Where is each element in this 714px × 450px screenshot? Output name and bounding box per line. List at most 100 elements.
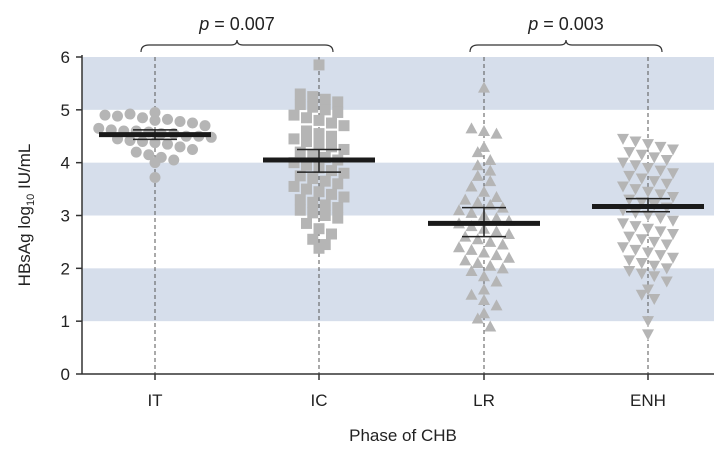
data-point [471,233,484,245]
data-point [453,204,465,216]
data-point [307,101,319,113]
y-tick-label: 4 [61,154,70,173]
data-point [617,218,629,230]
data-point [465,206,478,218]
data-point [654,226,667,238]
y-tick-label: 2 [61,259,70,278]
data-point [313,223,325,235]
data-point [629,244,642,256]
data-point [124,108,136,120]
p-value-symbol: p [198,14,209,34]
data-point [326,228,337,240]
data-point [667,228,679,240]
data-point [471,159,484,171]
data-point [307,91,319,103]
y-axis-title-unit: IU/mL [15,144,34,194]
data-point [174,115,186,127]
data-point [478,283,490,295]
data-point [654,250,667,262]
data-point [667,252,679,264]
data-point [490,275,503,287]
data-point [149,106,161,118]
data-point [332,212,344,224]
data-point [648,293,661,305]
data-point [623,255,636,267]
grid-band [82,268,714,322]
data-point [642,223,654,235]
data-point [149,171,161,183]
data-point [294,146,306,158]
axes [76,55,714,380]
data-point [294,99,306,111]
data-point [301,217,312,229]
data-point [93,122,105,134]
data-point [301,125,312,137]
data-point [313,114,325,126]
x-tick-labels: IT IC LR ENH [147,391,666,410]
data-point [642,316,654,328]
data-point [667,168,679,180]
y-tick-label: 5 [61,101,70,120]
data-point [459,254,472,266]
data-point [635,149,648,161]
data-point [313,128,325,140]
data-point [642,186,654,198]
y-tick-label: 0 [61,365,70,384]
data-point [199,120,211,132]
data-point [667,144,679,156]
data-point [623,147,636,159]
data-point [313,242,325,254]
x-tick-label-it: IT [147,391,162,410]
data-point [648,260,661,272]
data-point [629,136,642,148]
data-point [313,59,325,71]
data-point [660,263,673,275]
data-point [326,165,337,177]
data-point [623,265,636,277]
data-point [667,192,679,204]
data-point [490,225,503,237]
data-point [648,271,661,283]
data-point [648,236,661,248]
data-point [465,243,478,255]
y-tick-labels: 0 1 2 3 4 5 6 [61,48,70,384]
data-point [162,138,173,150]
data-point [294,204,306,216]
x-tick-label-ic: IC [311,391,328,410]
data-point [112,110,123,122]
data-point [654,213,667,225]
data-point [319,151,331,163]
data-point [617,242,629,254]
data-point [648,152,661,164]
data-point [143,149,155,161]
data-point [332,96,344,108]
data-point [326,188,337,200]
data-point [301,112,312,124]
data-point [288,109,300,121]
y-tick-label: 1 [61,312,70,331]
data-point [332,178,344,190]
x-tick-label-lr: LR [473,391,495,410]
data-point [478,124,490,136]
data-point [288,157,300,169]
data-point [294,194,306,206]
data-point [187,143,198,155]
p-value-number: = 0.003 [538,14,604,34]
data-point [660,178,673,190]
data-point [313,186,325,198]
data-point [642,247,654,259]
data-point [648,176,661,188]
data-point [465,180,478,192]
data-point [99,109,111,121]
grid-bands [82,57,714,322]
data-point [478,294,490,306]
data-point [642,210,654,222]
data-point [301,136,312,148]
data-point [130,146,142,158]
data-point [319,93,331,105]
data-point [288,133,300,145]
data-point [478,81,490,93]
data-point [642,284,654,296]
data-point [617,133,629,145]
data-point [484,154,497,166]
